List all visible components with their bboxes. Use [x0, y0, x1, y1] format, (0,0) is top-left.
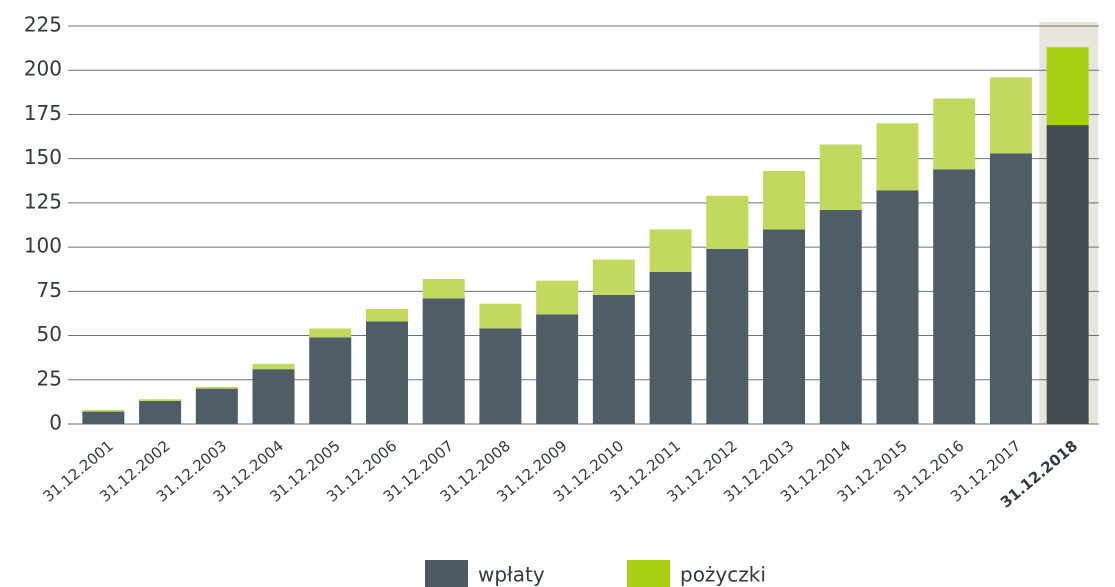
bar-segment	[819, 209, 862, 424]
bar-segment	[763, 171, 806, 230]
bar-segment	[309, 337, 352, 424]
bar-segment	[252, 369, 295, 424]
bar-segment	[933, 98, 976, 170]
bar-segment	[536, 314, 579, 424]
y-tick-label: 150	[24, 145, 62, 169]
bar-segment	[422, 278, 465, 299]
bar-segment	[365, 309, 408, 322]
y-tick-label: 225	[24, 13, 62, 37]
bar-segment	[876, 123, 919, 191]
bar-segment	[989, 153, 1032, 425]
bar-segment	[82, 409, 125, 412]
bar-segment	[195, 388, 238, 424]
bar-segment	[649, 271, 692, 424]
bar-segment	[592, 259, 635, 295]
legend-label: wpłaty	[478, 563, 545, 587]
y-tick-label: 100	[24, 234, 62, 258]
bar-segment	[139, 401, 182, 424]
bar-segment	[1046, 47, 1089, 126]
bar-segment	[536, 280, 579, 315]
bar-segment	[195, 386, 238, 389]
y-tick-label: 0	[49, 411, 62, 435]
y-tick-label: 25	[37, 366, 62, 390]
bar-segment	[1046, 125, 1089, 425]
legend-label: pożyczki	[680, 563, 766, 587]
y-tick-label: 50	[37, 322, 62, 346]
bar-segment	[819, 144, 862, 210]
bar-segment	[309, 328, 352, 338]
bar-segment	[422, 298, 465, 424]
bar-segment	[649, 229, 692, 272]
bar-segment	[706, 195, 749, 249]
bar-segment	[706, 248, 749, 424]
legend-swatch	[425, 560, 468, 587]
bar-segment	[592, 294, 635, 424]
y-tick-label: 175	[24, 101, 62, 125]
bar-segment	[82, 411, 125, 424]
bar-segment	[479, 328, 522, 424]
bar-segment	[763, 229, 806, 424]
bar-segment	[933, 169, 976, 424]
bar-segment	[252, 363, 295, 370]
y-tick-label: 125	[24, 189, 62, 213]
legend-swatch	[627, 560, 670, 587]
y-tick-label: 75	[37, 278, 62, 302]
bar-segment	[365, 321, 408, 424]
bar-segment	[139, 399, 182, 402]
bar-segment	[876, 190, 919, 424]
bar-segment	[479, 303, 522, 329]
y-tick-label: 200	[24, 57, 62, 81]
bar-segment	[989, 77, 1032, 154]
